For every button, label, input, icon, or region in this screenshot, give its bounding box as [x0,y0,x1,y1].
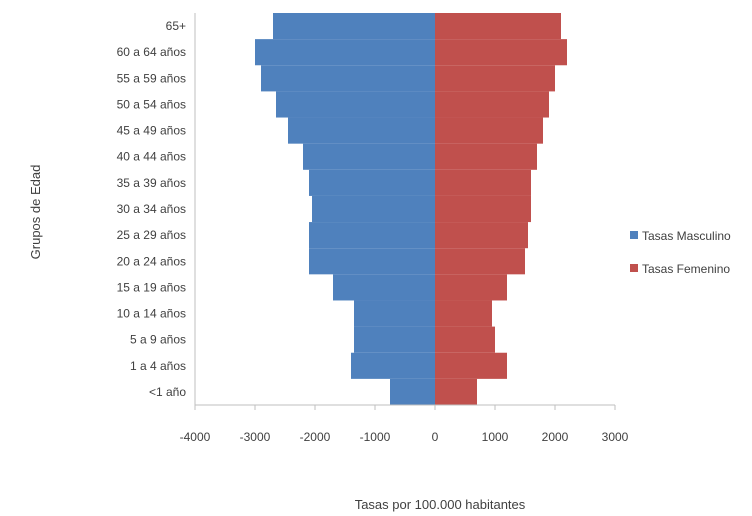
y-category-label: 20 a 24 años [117,254,186,268]
legend-swatch [630,264,638,272]
bar-male-3 [354,300,435,327]
bar-male-5 [309,248,435,275]
x-tick-label: 2000 [542,430,569,444]
bar-female-10 [435,117,543,144]
bar-male-11 [276,91,435,118]
bar-male-4 [333,274,435,301]
bar-male-10 [288,117,435,144]
x-tick-label: 1000 [482,430,509,444]
y-category-label: 25 a 29 años [117,228,186,242]
bar-male-2 [354,326,435,353]
bar-male-6 [309,222,435,249]
bar-female-14 [435,13,561,40]
bar-female-13 [435,39,567,66]
y-category-label: 40 a 44 años [117,150,186,164]
bar-female-4 [435,274,507,301]
bar-female-7 [435,195,531,223]
bar-female-12 [435,65,555,92]
bar-male-12 [261,65,435,92]
x-axis-ticks: -4000 -3000 -2000 -1000 0 1000 2000 3000 [180,405,629,444]
y-category-label: 30 a 34 años [117,202,186,216]
bar-male-0 [390,378,435,405]
x-tick-label: -2000 [300,430,331,444]
y-category-label: 50 a 54 años [117,97,186,111]
y-category-label: 10 a 14 años [117,307,186,321]
y-axis-category-labels: <1 año 1 a 4 años 5 a 9 años 10 a 14 años 15… [117,19,187,399]
x-tick-label: 3000 [602,430,629,444]
bar-male-8 [309,169,435,196]
bar-female-8 [435,169,531,196]
bar-male-1 [351,352,435,379]
y-axis-title: Grupos de Edad [28,165,43,260]
bar-female-11 [435,91,549,118]
bars-group [255,13,567,405]
legend-label: Tasas Masculino [642,229,731,243]
bar-male-7 [312,195,435,223]
bar-male-14 [273,13,435,40]
legend-label: Tasas Femenino [642,262,730,276]
bar-male-9 [303,143,435,170]
legend: Tasas Masculino Tasas Femenino [630,229,731,276]
y-category-label: 35 a 39 años [117,176,186,190]
legend-swatch [630,231,638,239]
y-category-label: 5 a 9 años [130,333,186,347]
bar-female-3 [435,300,492,327]
y-category-label: 15 a 19 años [117,280,186,294]
y-category-label: 65+ [166,19,186,33]
bar-female-6 [435,222,528,249]
bar-female-1 [435,352,507,379]
x-tick-label: -3000 [240,430,271,444]
x-tick-label: -4000 [180,430,211,444]
bar-female-5 [435,248,525,275]
x-tick-label: 0 [432,430,439,444]
bar-female-9 [435,143,537,170]
bar-female-2 [435,326,495,353]
y-category-label: 45 a 49 años [117,124,186,138]
y-category-label: 60 a 64 años [117,45,186,59]
bar-male-13 [255,39,435,66]
x-tick-label: -1000 [360,430,391,444]
x-axis-title: Tasas por 100.000 habitantes [355,497,526,512]
y-category-label: 1 a 4 años [130,359,186,373]
y-category-label: 55 a 59 años [117,71,186,85]
bar-female-0 [435,378,477,405]
y-category-label: <1 año [149,385,186,399]
